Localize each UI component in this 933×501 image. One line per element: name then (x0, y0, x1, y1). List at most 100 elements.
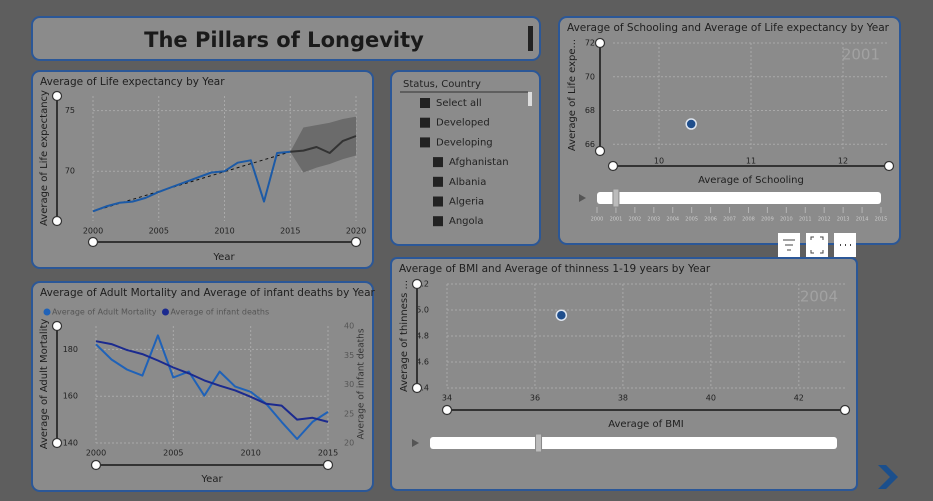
panel-mortality (31, 281, 374, 492)
slicer-checkbox[interactable] (433, 157, 443, 168)
scatter-point (555, 309, 568, 321)
y-tick-label: 66 (585, 140, 595, 149)
y-tick-label: 4.8 (416, 332, 429, 341)
play-tick-label: 2001 (610, 217, 623, 223)
slicer-checkbox[interactable] (420, 117, 430, 128)
play-tick-label: 2005 (685, 217, 698, 223)
x-tick-label: 2010 (240, 449, 260, 458)
x-tick-label: 10 (654, 157, 664, 166)
x-tick-label: 2015 (280, 227, 300, 236)
y-axis-label: Average of Life expe... (567, 39, 578, 151)
slider-handle[interactable] (51, 90, 63, 102)
frame-watermark: 2004 (800, 288, 838, 306)
y-tick-label: 160 (63, 392, 78, 401)
slicer-scrollbar[interactable] (528, 92, 532, 106)
y-tick-label: 4.6 (416, 358, 429, 367)
y-axis-label: Average of Adult Mortality (39, 319, 50, 450)
line-series (92, 150, 291, 213)
play-axis-track (597, 192, 881, 204)
slider-handle[interactable] (322, 459, 334, 471)
panel-schooling (558, 16, 901, 245)
forecast-band (290, 116, 356, 173)
x-tick-label: 42 (794, 394, 804, 403)
x-tick-label: 12 (838, 157, 848, 166)
play-tick-label: 2013 (837, 217, 850, 223)
y-tick-label: 70 (65, 167, 75, 176)
panel-life (31, 70, 374, 269)
slider-handle[interactable] (90, 459, 102, 471)
chart-title: Average of Adult Mortality and Average o… (40, 287, 376, 299)
x-axis-label: Average of BMI (608, 419, 684, 430)
slider-handle[interactable] (51, 320, 63, 332)
play-tick-label: 2011 (799, 217, 812, 223)
slicer-checkbox[interactable] (420, 98, 430, 108)
slicer-checkbox[interactable] (433, 176, 443, 187)
x-axis-label: Average of Schooling (698, 175, 804, 186)
slider-handle[interactable] (411, 382, 423, 394)
slicer-checkbox[interactable] (420, 137, 430, 148)
slider-handle[interactable] (607, 160, 619, 172)
focus-icon[interactable] (806, 233, 828, 257)
play-button[interactable] (412, 439, 419, 447)
play-tick-label: 2000 (591, 217, 604, 223)
play-axis-track (430, 437, 837, 449)
slider-handle[interactable] (411, 278, 423, 290)
x-tick-label: 2015 (318, 449, 338, 458)
slider-handle[interactable] (839, 404, 851, 416)
slider-handle[interactable] (51, 215, 63, 227)
slider-handle[interactable] (441, 404, 453, 416)
nav-button[interactable] (866, 458, 906, 498)
play-axis-thumb[interactable] (535, 433, 543, 453)
slider-handle[interactable] (883, 160, 895, 172)
slider-handle[interactable] (350, 236, 362, 248)
slider-handle[interactable] (594, 37, 606, 49)
x-axis-label: Year (212, 252, 235, 263)
slicer-checkbox[interactable] (433, 196, 443, 207)
y-axis-label: Average of Life expectancy (39, 90, 50, 226)
line-series (95, 340, 329, 423)
slider-handle[interactable] (51, 437, 63, 449)
play-tick-label: 2004 (666, 217, 679, 223)
y-tick-label: 4.4 (416, 384, 429, 393)
x-tick-label: 38 (618, 394, 628, 403)
x-tick-label: 36 (530, 394, 540, 403)
y2-tick-label: 20 (344, 439, 354, 448)
scatter-point (685, 118, 697, 130)
x-tick-label: 2020 (346, 227, 366, 236)
play-axis-thumb[interactable] (612, 188, 620, 208)
x-tick-label: 2000 (86, 449, 106, 458)
slicer-title: Status, Country (403, 79, 481, 90)
slicer-checkbox[interactable] (433, 216, 443, 227)
slider-handle[interactable] (594, 145, 606, 157)
play-button[interactable] (579, 194, 586, 202)
slicer-item: Angola (449, 216, 484, 227)
slider-handle[interactable] (87, 236, 99, 248)
panel-bmi (390, 257, 858, 491)
play-tick-label: 2014 (856, 217, 869, 223)
x-tick-label: 11 (746, 157, 756, 166)
play-tick-label: 2012 (818, 217, 831, 223)
chart-title: Average of Life expectancy by Year (40, 76, 225, 88)
page-title: The Pillars of Longevity (144, 28, 424, 52)
play-tick-label: 2008 (742, 217, 755, 223)
y-tick-label: 140 (63, 439, 78, 448)
nav-chevron (878, 465, 898, 489)
title-panel (31, 16, 541, 61)
play-tick-label: 2002 (628, 217, 641, 223)
title-bar (528, 26, 533, 51)
y-tick-label: 75 (65, 106, 75, 115)
trend-line (92, 151, 291, 212)
slicer-item: Afghanistan (449, 157, 509, 168)
x-tick-label: 2005 (149, 227, 169, 236)
line-series (290, 135, 357, 154)
y-tick-label: 72 (585, 39, 595, 48)
legend-label: Average of Adult Mortality (52, 308, 157, 317)
legend-marker (43, 308, 51, 316)
y2-axis-label: Average of infant deaths (357, 328, 367, 439)
y2-tick-label: 40 (344, 322, 354, 331)
frame-watermark: 2001 (842, 46, 880, 64)
y2-tick-label: 30 (344, 380, 354, 389)
chart-title: Average of BMI and Average of thinness 1… (399, 263, 711, 275)
y-axis-label: Average of thinness ... (399, 280, 410, 392)
